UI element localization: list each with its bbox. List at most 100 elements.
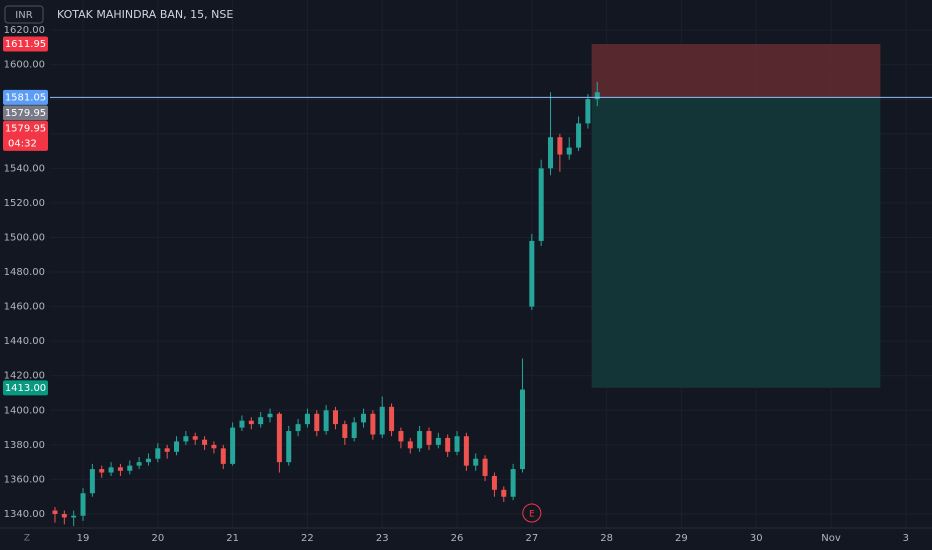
candle-body [202,439,208,445]
candle-body [155,448,161,459]
candle-body [192,436,198,440]
candle-body [136,462,142,466]
y-tick-label: 1620.00 [4,25,45,36]
y-tick-label: 1400.00 [4,405,45,416]
x-tick-label: 3 [903,533,909,544]
candle-body [463,436,469,466]
candle-body [426,431,432,445]
candle-body [230,427,236,464]
candle-body [99,469,105,473]
candle-body [473,458,479,466]
candle-body [108,467,114,473]
earnings-marker [522,503,542,523]
x-tick-label: 19 [77,533,90,544]
candle-body [491,475,497,490]
candle-body [389,406,395,432]
y-tick-label: 1460.00 [4,302,45,313]
candle-body [286,431,292,463]
candle-body [417,431,423,449]
candle-body [435,437,441,445]
candle-body [342,424,348,438]
countdown-label: 04:32 [8,138,37,149]
axis-layer: 1340.00 1360.00 1380.00 1400.00 1420.00 1440.… [3,25,909,544]
candle-body [332,410,338,425]
candle-body [71,515,77,518]
candle-body [267,413,273,418]
x-tick-label: 20 [151,533,164,544]
y-tick-label: 1420.00 [4,371,45,382]
candle-body [407,441,413,449]
candle-body [351,422,357,438]
y-tick-label: 1540.00 [4,163,45,174]
y-tick-label: 1340.00 [4,509,45,520]
y-tick-label: 1380.00 [4,440,45,451]
chart-title: KOTAK MAHINDRA BAN, 15, NSE [57,8,233,21]
candle-body [519,389,525,470]
y-tick-label: 1520.00 [4,198,45,209]
candle-body [276,413,282,463]
plot-layer: E [50,43,932,527]
currency: INR [15,10,32,21]
candle-body [501,489,507,497]
y-tick-label: 1360.00 [4,474,45,485]
candle-body [89,469,95,494]
price-label: 1611.95 [5,39,46,50]
price-label-box [3,36,48,52]
x-tick-label: 21 [226,533,239,544]
x-tick-label: Nov [821,533,841,544]
candle-body [529,240,535,307]
candle-body [117,467,123,471]
earnings-label: E [529,510,535,520]
price-label-box [3,105,48,121]
candle-body [538,168,544,241]
candle-body [510,469,516,497]
x-tick-label: 22 [301,533,314,544]
candle-body [248,420,254,425]
x-tick-label: 26 [451,533,464,544]
candle-body [379,406,385,435]
candle-body [445,437,451,452]
x-tick-label: 28 [600,533,613,544]
timezone-button[interactable]: Z [17,528,37,548]
candle-body [211,444,217,449]
candle-body [61,514,67,518]
price-label: 1579.95 [5,123,46,134]
candle-body [295,424,301,432]
candle-body [145,458,151,463]
price-label-box [3,380,48,396]
candle-body [557,137,563,155]
target-zone [591,97,881,388]
button-icon: Z [24,534,30,544]
candle-body [594,92,600,100]
x-tick-label: 23 [376,533,389,544]
candle-body [220,448,226,464]
candle-body [127,465,133,471]
price-label: 1579.95 [5,108,46,119]
candle-body [454,436,460,452]
price-label-box [3,89,48,105]
stop-zone [591,43,881,98]
candle-body [183,436,189,442]
price-label: 1581.05 [5,92,46,103]
candle-body [482,458,488,476]
y-tick-label: 1600.00 [4,60,45,71]
candle-body [398,431,404,442]
y-tick-label: 1500.00 [4,232,45,243]
price-label-box [3,120,48,151]
x-tick-label: 30 [750,533,763,544]
candle-body [314,413,320,432]
candle-body [304,413,310,425]
candle-body [361,413,367,423]
candle-body [239,420,245,428]
candle-body [164,448,170,452]
candle-body [370,413,376,435]
candle-body [80,493,86,516]
candle-body [566,147,572,155]
currency-box[interactable] [4,5,44,24]
x-tick-label: 29 [675,533,688,544]
candle-body [258,417,264,425]
y-tick-label: 1440.00 [4,336,45,347]
candle-body [52,510,58,515]
candle-body [323,410,329,432]
